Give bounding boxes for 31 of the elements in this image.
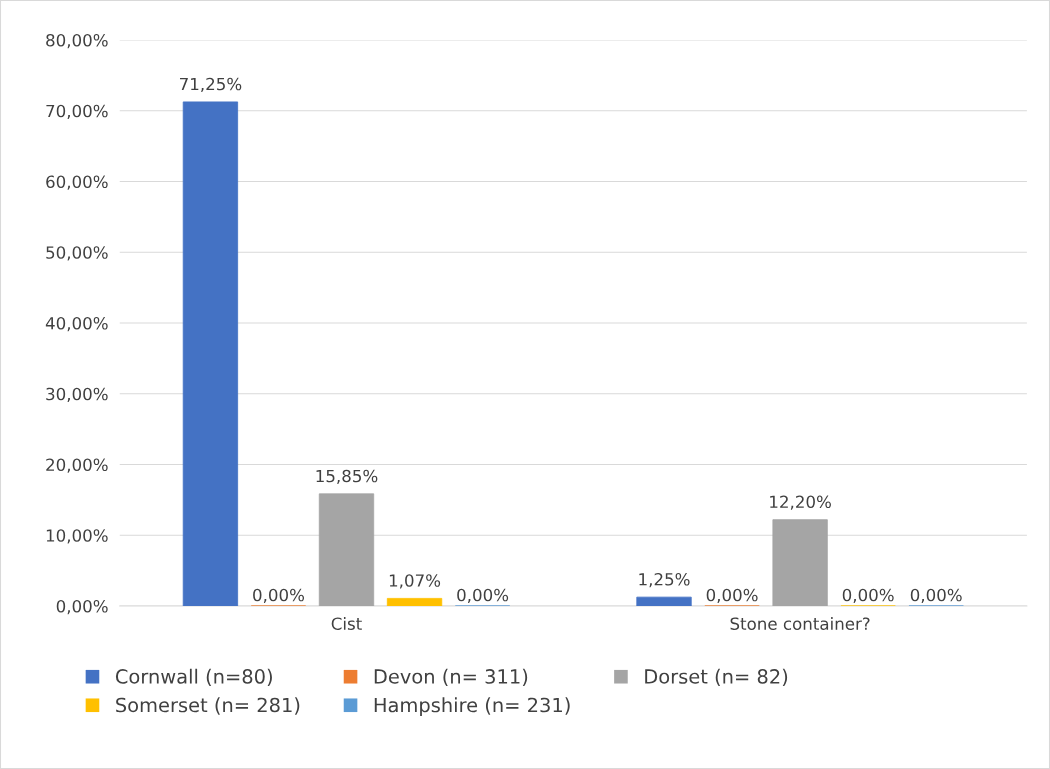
y-tick-label: 60,00% (46, 175, 108, 190)
legend-label: Cornwall (n=80) (115, 668, 272, 687)
data-label: 0,00% (910, 588, 962, 604)
data-label: 0,00% (842, 588, 894, 604)
data-label: 0,00% (706, 588, 758, 604)
bar (386, 597, 443, 606)
data-label: 0,00% (253, 588, 305, 604)
legend-label: Hampshire (n= 231) (374, 697, 570, 717)
bar (318, 493, 375, 606)
x-tick-label: Cist (331, 617, 362, 630)
y-tick-label: 70,00% (46, 104, 108, 120)
y-tick-label: 50,00% (46, 246, 108, 261)
data-label: 1,25% (639, 572, 690, 588)
data-label: 15,85% (316, 469, 378, 484)
y-tick-label: 40,00% (45, 316, 108, 332)
bar (182, 101, 239, 606)
y-tick-label: 0,00% (56, 599, 108, 615)
legend-label: Devon (n= 311) (374, 668, 528, 687)
y-tick-label: 30,00% (46, 387, 108, 402)
x-tick-label: Stone container? (730, 617, 870, 630)
legend-label: Dorset (n= 82) (645, 668, 788, 687)
legend-label: Somerset (n= 281) (116, 697, 300, 715)
bar (636, 596, 692, 606)
data-label: 0,00% (457, 588, 509, 604)
data-label: 12,20% (770, 495, 831, 510)
data-label: 1,07% (389, 574, 441, 589)
data-label: 71,25% (180, 77, 242, 93)
y-tick-label: 80,00% (46, 33, 108, 49)
y-tick-label: 10,00% (46, 529, 108, 544)
bar (772, 519, 828, 606)
y-tick-label: 20,00% (46, 458, 108, 473)
